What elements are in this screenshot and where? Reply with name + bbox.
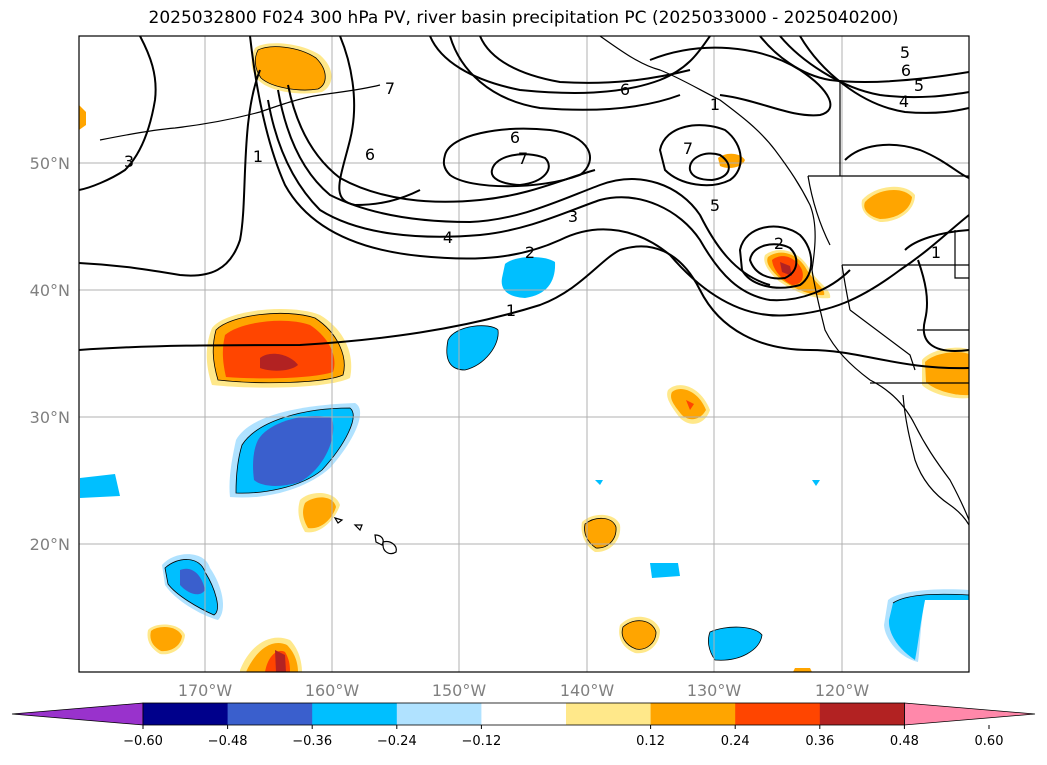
colorbar-extend-min bbox=[11, 702, 144, 726]
colorbar-bin bbox=[735, 703, 821, 725]
colorbar-tick-label: 0.48 bbox=[890, 734, 919, 749]
colorbar-tick-label: 0.24 bbox=[721, 734, 750, 749]
shading-outlines bbox=[164, 46, 969, 661]
lon-label-140w: 140°W bbox=[560, 681, 615, 700]
lon-label-130w: 130°W bbox=[687, 681, 742, 700]
contour-label: 2 bbox=[774, 234, 784, 253]
contour-label: 1 bbox=[710, 95, 720, 114]
contour-label: 7 bbox=[518, 149, 528, 168]
map-frame bbox=[78, 35, 970, 673]
contour-label: 5 bbox=[900, 43, 910, 62]
colorbar-tick-label: 0.60 bbox=[975, 734, 1004, 749]
colorbar-bin bbox=[819, 703, 905, 725]
contour-label: 1 bbox=[253, 147, 263, 166]
contour-label: 3 bbox=[124, 152, 134, 171]
contour-label: 6 bbox=[365, 145, 375, 164]
map-title: 2025032800 F024 300 hPa PV, river basin … bbox=[148, 8, 899, 28]
contour-label: 7 bbox=[683, 139, 693, 158]
contour-label: 1 bbox=[931, 243, 941, 262]
contour-label: 5 bbox=[710, 196, 720, 215]
contour-label: 1 bbox=[506, 301, 516, 320]
contour-label: 2 bbox=[525, 243, 535, 262]
colorbar: −0.60 −0.48 −0.36 −0.24 −0.12 0.12 0.24 0.36 0.4… bbox=[11, 702, 1036, 749]
lon-label-170w: 170°W bbox=[178, 681, 233, 700]
colorbar-tick-label: −0.24 bbox=[377, 734, 417, 749]
longitude-axis: 170°W 160°W 150°W 140°W 130°W 120°W bbox=[178, 681, 870, 700]
lat-label-30n: 30°N bbox=[30, 408, 70, 427]
colorbar-frame bbox=[142, 702, 905, 726]
lon-label-120w: 120°W bbox=[815, 681, 870, 700]
colorbar-bin bbox=[227, 703, 313, 725]
contour-label: 7 bbox=[385, 79, 395, 98]
latitude-axis: 50°N 40°N 30°N 20°N bbox=[30, 154, 70, 554]
lat-label-40n: 40°N bbox=[30, 281, 70, 300]
contour-label: 5 bbox=[914, 76, 924, 95]
colorbar-tick-label: 0.12 bbox=[636, 734, 665, 749]
colorbar-bin bbox=[481, 703, 567, 725]
colorbar-tick-label: 0.36 bbox=[805, 734, 834, 749]
contour-label: 4 bbox=[899, 92, 909, 111]
colorbar-tick-label: −0.48 bbox=[208, 734, 248, 749]
lat-label-50n: 50°N bbox=[30, 154, 70, 173]
contour-label: 4 bbox=[443, 228, 453, 247]
contour-label: 3 bbox=[568, 207, 578, 226]
colorbar-tick-label: −0.60 bbox=[123, 734, 163, 749]
colorbar-tick-label: −0.12 bbox=[461, 734, 501, 749]
lat-label-20n: 20°N bbox=[30, 535, 70, 554]
contour-label: 6 bbox=[510, 128, 520, 147]
coastlines bbox=[99, 36, 969, 555]
colorbar-tick-label: −0.36 bbox=[292, 734, 332, 749]
colorbar-extend-max bbox=[904, 702, 1036, 726]
pv-contours bbox=[79, 36, 969, 370]
contour-label: 6 bbox=[620, 80, 630, 99]
contour-label: 6 bbox=[901, 61, 911, 80]
colorbar-bin bbox=[566, 703, 652, 725]
lon-label-150w: 150°W bbox=[432, 681, 487, 700]
colorbar-bin bbox=[650, 703, 736, 725]
colorbar-bin bbox=[312, 703, 398, 725]
colorbar-bin bbox=[143, 703, 229, 725]
colorbar-bin bbox=[396, 703, 482, 725]
lon-label-160w: 160°W bbox=[305, 681, 360, 700]
